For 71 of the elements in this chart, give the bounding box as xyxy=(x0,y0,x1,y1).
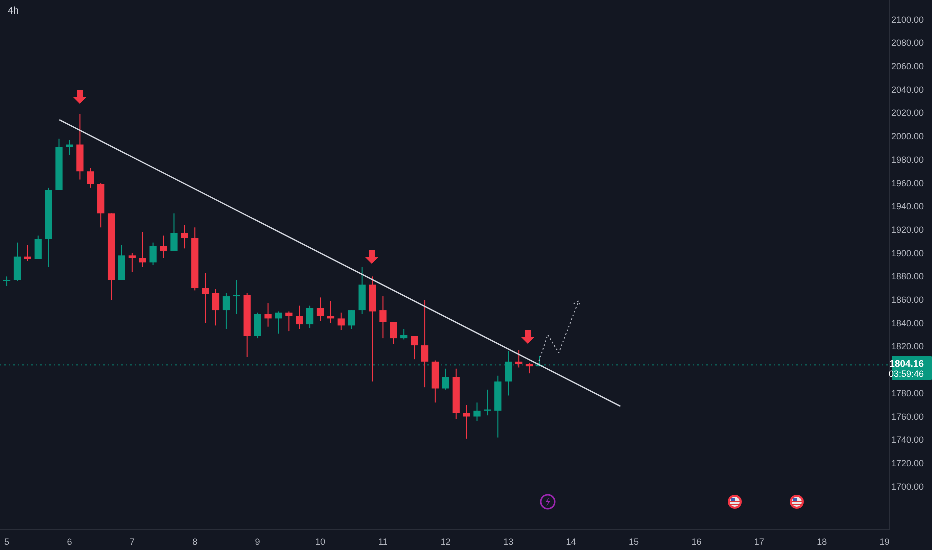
candlestick xyxy=(296,305,304,330)
annotation: 03:59:46 xyxy=(888,369,924,380)
y-tick-label: 2000.00 xyxy=(891,132,924,142)
candlestick xyxy=(264,303,272,328)
y-tick-label: 1900.00 xyxy=(891,248,924,258)
candlestick xyxy=(202,272,210,324)
candlestick xyxy=(222,292,230,330)
x-tick-label: 16 xyxy=(692,537,702,547)
y-tick-label: 2020.00 xyxy=(891,108,924,118)
x-tick-label: 19 xyxy=(880,537,890,547)
candlestick xyxy=(484,389,492,416)
y-tick-label: 1780.00 xyxy=(891,388,924,398)
candlestick xyxy=(286,311,293,332)
x-tick-label: 7 xyxy=(130,537,135,547)
x-tick-label: 11 xyxy=(378,537,388,547)
candlestick xyxy=(150,242,157,266)
y-tick-label: 2060.00 xyxy=(891,62,924,72)
y-tick-label: 1840.00 xyxy=(891,318,924,328)
candlestick xyxy=(306,305,314,329)
y-tick-label: 1920.00 xyxy=(891,224,924,235)
y-tick-label: 1940.00 xyxy=(891,202,924,212)
candlestick xyxy=(463,404,470,440)
x-tick-label: 10 xyxy=(316,537,326,547)
candlestick xyxy=(212,289,220,326)
candlestick xyxy=(170,213,178,252)
y-tick-label: 1700.00 xyxy=(891,482,924,492)
candlestick xyxy=(87,168,94,188)
y-tick-label: 1980.00 xyxy=(891,154,924,165)
candlestick xyxy=(275,311,282,334)
y-tick-label: 1880.00 xyxy=(891,272,924,282)
x-tick-label: 17 xyxy=(754,537,764,547)
ref-line-label: 1804.16 xyxy=(890,359,924,370)
candlestick xyxy=(411,336,418,360)
x-tick-label: 9 xyxy=(255,537,260,547)
y-tick-label: 2040.00 xyxy=(891,84,924,95)
x-tick-label: 12 xyxy=(440,537,451,547)
y-tick-label: 1860.00 xyxy=(891,295,924,306)
candlestick xyxy=(181,224,188,250)
candlestick xyxy=(526,362,534,374)
candlestick xyxy=(139,232,146,268)
candlestick xyxy=(338,312,345,331)
candlestick xyxy=(316,297,324,322)
candlestick xyxy=(254,312,262,340)
candlestick xyxy=(442,368,450,390)
candlestick xyxy=(66,140,74,156)
y-tick-label: 2080.00 xyxy=(891,38,924,48)
candlestick xyxy=(34,235,42,260)
candlestick xyxy=(348,310,356,330)
candlestick xyxy=(474,402,481,422)
text: 4h xyxy=(8,6,20,17)
x-tick-label: 13 xyxy=(504,537,514,547)
y-tick-label: 1760.00 xyxy=(891,412,924,422)
y-tick-label: 1960.00 xyxy=(891,178,924,188)
candlestick xyxy=(160,235,168,258)
y-tick-label: 2100.00 xyxy=(891,14,924,25)
y-tick-label: 1740.00 xyxy=(891,435,924,446)
candlestick xyxy=(3,276,11,287)
x-tick-label: 18 xyxy=(817,537,828,547)
candlestick xyxy=(390,322,398,345)
x-tick-label: 5 xyxy=(4,537,10,547)
candlestick xyxy=(14,242,22,282)
y-tick-label: 1820.00 xyxy=(891,342,924,352)
candlestick xyxy=(421,300,429,388)
x-tick-label: 6 xyxy=(67,537,72,547)
candlestick xyxy=(380,296,387,340)
x-tick-label: 8 xyxy=(192,537,198,547)
x-tick-label: 14 xyxy=(566,537,576,547)
candlestick xyxy=(400,328,408,340)
y-tick-label: 1720.00 xyxy=(891,458,924,468)
candlestick xyxy=(128,252,136,273)
x-tick-label: 15 xyxy=(628,537,640,547)
